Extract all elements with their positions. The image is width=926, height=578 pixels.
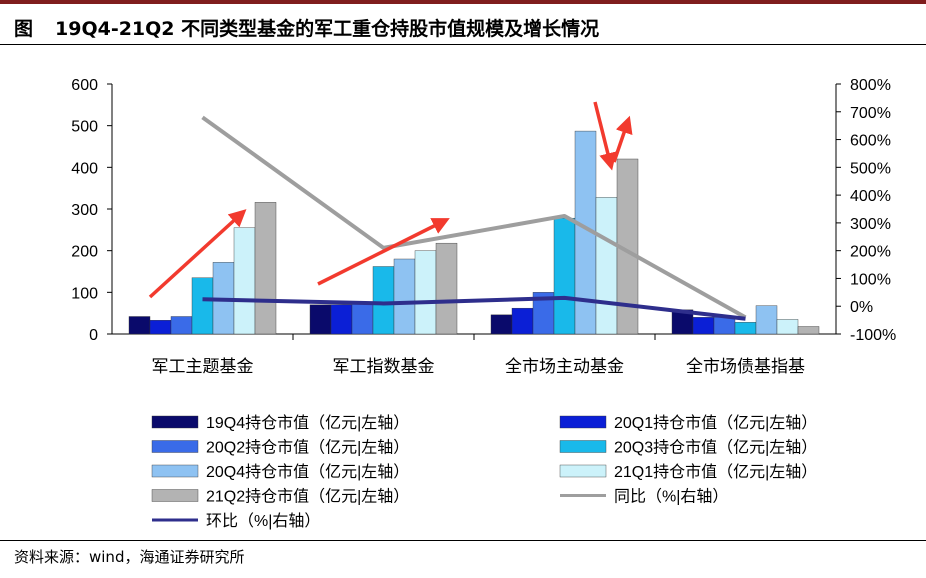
right-tick-label: 300%: [850, 216, 891, 233]
bar-6-3: [797, 326, 820, 335]
bar-1-3: [692, 317, 715, 335]
legend-swatch-6: [151, 489, 199, 502]
right-tick-label: 600%: [850, 133, 891, 150]
bar-3-1: [372, 266, 395, 335]
figure-title-text: 19Q4-21Q2 不同类型基金的军工重仓持股市值规模及增长情况: [55, 18, 600, 40]
bar-3-0: [191, 277, 214, 335]
figure-title: 图 19Q4-21Q2 不同类型基金的军工重仓持股市值规模及增长情况: [14, 14, 599, 41]
legend-swatch-5: [559, 464, 607, 478]
bar-2-1: [351, 303, 374, 335]
right-tick-label: 200%: [850, 244, 891, 261]
bar-1-2: [511, 307, 534, 335]
trend-arrow-2: [593, 101, 617, 171]
bar-0-0: [128, 316, 151, 335]
legend-label-8: 环比（%|右轴）: [206, 512, 320, 530]
legend-label-4: 20Q4持仓市值（亿元|左轴）: [206, 463, 409, 481]
right-tick-label: 700%: [850, 105, 891, 122]
legend-label-1: 20Q1持仓市值（亿元|左轴）: [614, 414, 817, 432]
left-tick-label: 100: [71, 285, 98, 302]
figure-label: 图: [14, 18, 34, 40]
source-note: 资料来源：wind，海通证券研究所: [14, 548, 245, 566]
trend-arrow-1: [317, 218, 450, 286]
bar-0-2: [490, 314, 513, 335]
legend-swatch-4: [151, 464, 199, 478]
line-series-1: [202, 295, 746, 321]
right-tick-label: 400%: [850, 188, 891, 205]
right-tick-label: -100%: [850, 327, 896, 344]
bar-6-1: [435, 242, 458, 335]
bar-1-1: [330, 304, 353, 335]
left-tick-label: 600: [71, 77, 98, 94]
category-label: 军工主题基金: [152, 357, 254, 376]
right-tick-label: 800%: [850, 77, 891, 94]
top-border: [0, 0, 926, 4]
left-tick-label: 300: [71, 202, 98, 219]
bar-2-0: [170, 316, 193, 335]
legend-label-5: 21Q1持仓市值（亿元|左轴）: [614, 463, 817, 481]
trend-arrow-3: [612, 115, 633, 163]
left-tick-label: 0: [89, 327, 98, 344]
trend-arrow-0: [148, 209, 247, 299]
arrows-layer: [148, 101, 633, 299]
bar-5-2: [595, 197, 618, 335]
legend-swatch-3: [559, 440, 607, 453]
bar-2-3: [713, 317, 736, 335]
category-label: 全市场主动基金: [505, 357, 624, 376]
bar-4-1: [393, 258, 416, 335]
bar-0-1: [309, 304, 332, 335]
lines-layer: [201, 115, 747, 321]
bar-5-3: [776, 319, 799, 335]
right-tick-label: 0%: [850, 299, 873, 316]
legend-label-7: 同比（%|右轴）: [614, 488, 728, 506]
source-rule: [0, 540, 926, 541]
legend-swatch-2: [151, 440, 199, 453]
right-tick-label: 500%: [850, 160, 891, 177]
legend-label-3: 20Q3持仓市值（亿元|左轴）: [614, 439, 817, 457]
bar-3-2: [553, 217, 576, 335]
axes-layer: 0 100 200 300 400 500 600 -100% 0% 100% 200% 300% 40…: [71, 77, 896, 376]
bar-6-0: [254, 202, 277, 335]
legend-label-2: 20Q2持仓市值（亿元|左轴）: [206, 439, 409, 457]
title-underline: [0, 44, 926, 45]
legend-label-6: 21Q2持仓市值（亿元|左轴）: [206, 488, 409, 506]
left-tick-label: 400: [71, 160, 98, 177]
bar-5-1: [414, 250, 437, 335]
bar-1-0: [149, 320, 172, 335]
bar-4-3: [755, 305, 778, 335]
legend-swatch-1: [559, 415, 607, 429]
left-tick-label: 200: [71, 244, 98, 261]
legend-label-0: 19Q4持仓市值（亿元|左轴）: [206, 414, 409, 432]
category-label: 全市场债基指基: [686, 357, 805, 376]
line-series-0: [201, 115, 747, 320]
category-label: 军工指数基金: [333, 357, 435, 376]
bar-5-0: [233, 227, 256, 335]
left-tick-label: 500: [71, 119, 98, 136]
legend: 19Q4持仓市值（亿元|左轴） 20Q1持仓市值（亿元|左轴） 20Q2持仓市值（亿…: [151, 414, 817, 530]
right-tick-label: 100%: [850, 271, 891, 288]
bar-3-3: [734, 322, 757, 335]
legend-swatch-0: [151, 415, 199, 429]
